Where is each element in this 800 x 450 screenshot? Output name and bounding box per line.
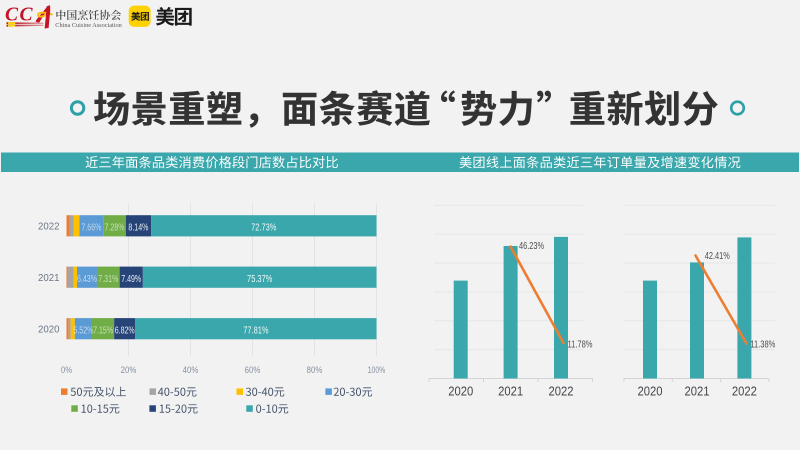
svg-text:42.41%: 42.41%: [705, 251, 730, 262]
svg-text:6.43%: 6.43%: [77, 274, 97, 285]
svg-text:7.66%: 7.66%: [81, 223, 101, 234]
svg-text:2022: 2022: [732, 384, 757, 399]
svg-text:75.37%: 75.37%: [247, 274, 272, 285]
svg-text:60%: 60%: [245, 365, 261, 376]
svg-text:China Cuisine Association: China Cuisine Association: [55, 22, 122, 29]
svg-text:11.78%: 11.78%: [568, 340, 593, 351]
svg-text:2022: 2022: [38, 221, 60, 233]
svg-text:7.31%: 7.31%: [98, 274, 118, 285]
svg-text:6.82%: 6.82%: [115, 326, 135, 337]
svg-text:2021: 2021: [38, 272, 60, 284]
svg-text:2020: 2020: [448, 384, 473, 399]
svg-text:20%: 20%: [121, 365, 137, 376]
svg-text:0%: 0%: [61, 365, 73, 376]
svg-text:77.81%: 77.81%: [243, 326, 268, 337]
svg-text:2021: 2021: [498, 384, 523, 399]
svg-text:2020: 2020: [38, 324, 60, 336]
svg-text:80%: 80%: [307, 365, 323, 376]
svg-text:7.15%: 7.15%: [93, 326, 113, 337]
svg-text:46.23%: 46.23%: [519, 241, 544, 252]
svg-text:2020: 2020: [638, 384, 663, 399]
svg-text:5.52%: 5.52%: [73, 326, 93, 337]
svg-text:7.49%: 7.49%: [121, 274, 141, 285]
svg-text:100%: 100%: [368, 365, 386, 376]
svg-text:8.14%: 8.14%: [128, 223, 148, 234]
svg-text:2022: 2022: [549, 384, 574, 399]
svg-text:CC: CC: [5, 5, 34, 26]
svg-text:7.28%: 7.28%: [105, 223, 125, 234]
svg-text:40%: 40%: [183, 365, 199, 376]
svg-text:2021: 2021: [685, 384, 710, 399]
svg-text:72.73%: 72.73%: [251, 223, 276, 234]
svg-text:11.38%: 11.38%: [750, 340, 775, 351]
